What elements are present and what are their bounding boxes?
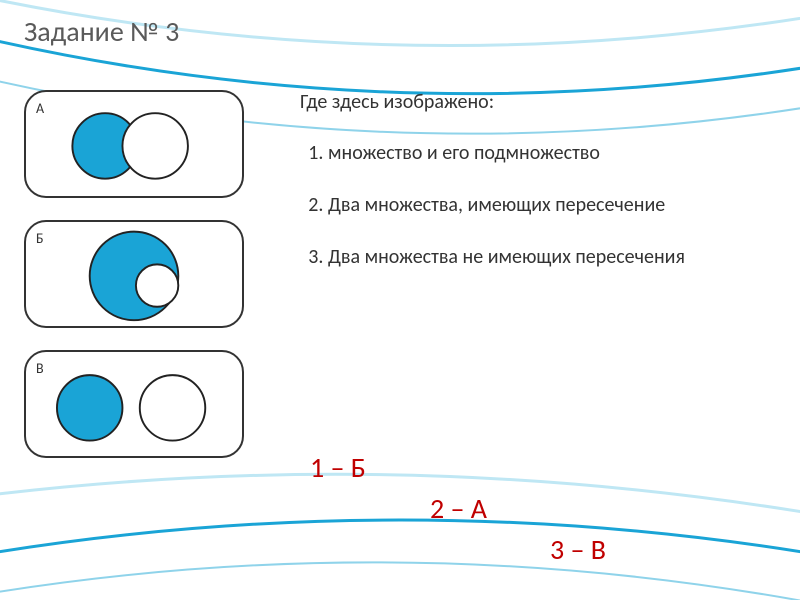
question-item: Два множества, имеющих пересечение: [328, 192, 780, 218]
diagram-column: А Б В: [0, 90, 280, 458]
card-b-svg: [26, 222, 242, 326]
answer-line: 1 – Б: [310, 450, 606, 485]
answer-line: 3 – В: [550, 532, 606, 567]
card-c: В: [24, 350, 244, 458]
question-column: Где здесь изображено: множество и его по…: [280, 90, 800, 458]
question-heading: Где здесь изображено:: [300, 90, 780, 114]
card-a: А: [24, 90, 244, 198]
answers: 1 – Б 2 – А 3 – В: [310, 450, 606, 573]
card-b: Б: [24, 220, 244, 328]
question-item: множество и его подмножество: [328, 140, 780, 166]
content: А Б В Где здесь изображено: множество и …: [0, 90, 800, 458]
answer-line: 2 – А: [430, 491, 606, 526]
question-item: Два множества не имеющих пересечения: [328, 244, 780, 270]
task-title: Задание № 3: [24, 14, 179, 49]
card-a-svg: [26, 92, 242, 196]
question-list: множество и его подмножество Два множест…: [300, 140, 780, 270]
card-c-svg: [26, 352, 242, 456]
